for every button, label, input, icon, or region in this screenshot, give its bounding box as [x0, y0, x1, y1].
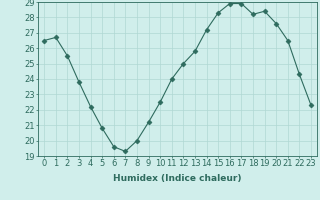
X-axis label: Humidex (Indice chaleur): Humidex (Indice chaleur)	[113, 174, 242, 183]
